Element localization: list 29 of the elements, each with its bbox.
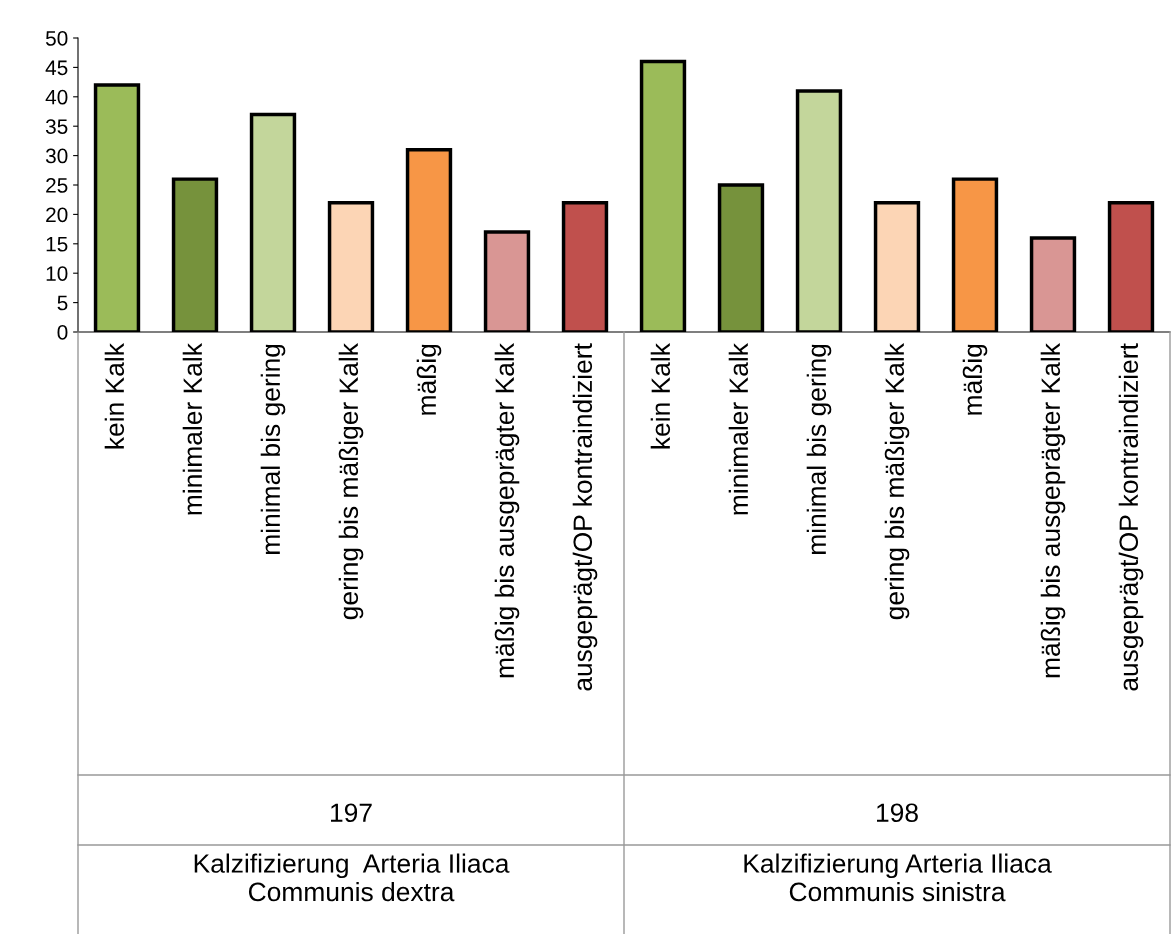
- y-tick-label: 50: [45, 31, 68, 46]
- text: 198: [877, 803, 918, 823]
- y-tick-label: 40: [45, 89, 68, 105]
- y-tick-label: 25: [46, 178, 68, 193]
- x-tick-label: ausgeprägt/OP kontraindiziert: [572, 343, 598, 691]
- text: Kalzifizierung Arteria Iliaca Communis sinistra: [744, 853, 1052, 902]
- y-tick-label: 10: [46, 266, 68, 281]
- x-tick-label: mäßig bis ausgeprägter Kalk: [494, 343, 520, 678]
- y-tick-label: 30: [45, 148, 68, 164]
- x-tick-label: minimal bis gering: [260, 344, 286, 554]
- x-tick-label: kein Kalk: [650, 343, 671, 449]
- x-tick-label: gering bis mäßiger Kalk: [884, 343, 910, 620]
- x-tick-label: mäßig: [962, 344, 988, 415]
- y-tick-label: 15: [46, 237, 68, 252]
- y-tick-label: 45: [45, 60, 68, 76]
- x-tick-label: kein Kalk: [104, 343, 125, 449]
- x-tick-label: minimaler Kalk: [182, 343, 203, 515]
- y-tick-label: 0: [57, 325, 68, 340]
- text: 197: [331, 803, 372, 823]
- x-tick-label: ausgeprägt/OP kontraindiziert: [1118, 343, 1144, 691]
- y-tick-label: 20: [46, 207, 68, 223]
- x-tick-label: mäßig bis ausgeprägter Kalk: [1040, 343, 1066, 678]
- y-tick-label: 35: [45, 119, 68, 134]
- x-tick-label: minimal bis gering: [806, 344, 832, 554]
- x-tick-label: gering bis mäßiger Kalk: [338, 343, 364, 620]
- text: Kalzifizierung Arteria Iliaca Communis dextra: [194, 853, 510, 902]
- x-tick-label: mäßig: [416, 344, 442, 415]
- x-tick-label: minimaler Kalk: [728, 343, 749, 515]
- y-tick-label: 5: [57, 295, 68, 311]
